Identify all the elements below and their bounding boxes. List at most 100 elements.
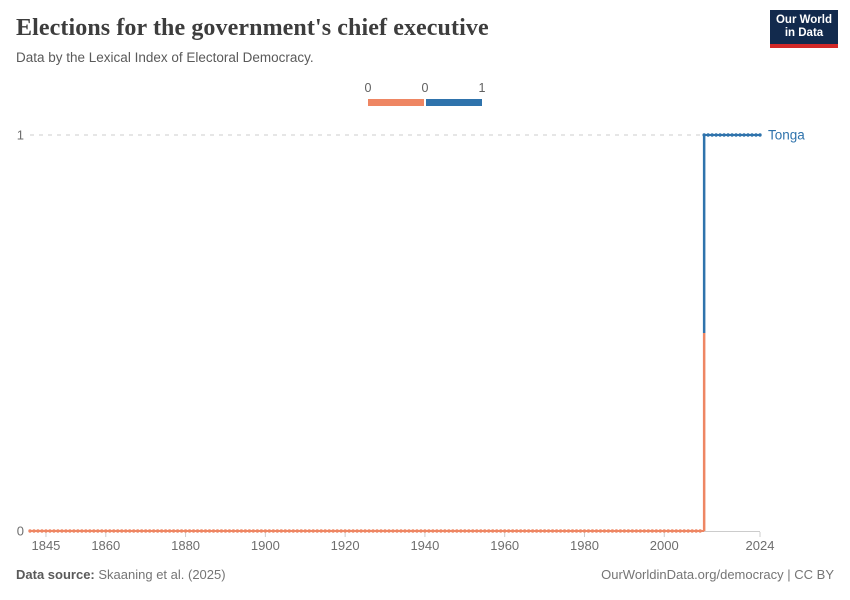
data-point-marker[interactable] (750, 133, 754, 137)
data-point-marker[interactable] (726, 133, 730, 137)
data-point-marker[interactable] (610, 529, 615, 533)
data-point-marker[interactable] (379, 529, 383, 533)
data-point-marker[interactable] (630, 529, 635, 533)
data-point-marker[interactable] (742, 133, 746, 137)
data-point-marker[interactable] (702, 133, 706, 137)
data-point-marker[interactable] (227, 529, 232, 533)
data-point-marker[interactable] (84, 529, 88, 533)
data-point-marker[interactable] (554, 529, 559, 533)
data-point-marker[interactable] (602, 529, 607, 533)
data-point-marker[interactable] (411, 529, 415, 533)
data-point-marker[interactable] (502, 529, 507, 533)
data-point-marker[interactable] (479, 529, 483, 533)
data-point-marker[interactable] (566, 529, 571, 533)
data-point-marker[interactable] (698, 529, 702, 533)
data-point-marker[interactable] (275, 529, 280, 533)
data-point-marker[interactable] (730, 133, 734, 137)
data-point-marker[interactable] (499, 529, 503, 533)
data-point-marker[interactable] (331, 529, 335, 533)
data-point-marker[interactable] (754, 133, 758, 137)
data-point-marker[interactable] (116, 529, 120, 533)
data-point-marker[interactable] (495, 529, 499, 533)
data-point-marker[interactable] (124, 529, 128, 533)
data-point-marker[interactable] (231, 529, 236, 533)
data-point-marker[interactable] (255, 529, 260, 533)
data-point-marker[interactable] (371, 529, 375, 533)
data-point-marker[interactable] (614, 529, 619, 533)
data-point-marker[interactable] (403, 529, 407, 533)
data-point-marker[interactable] (80, 529, 84, 533)
data-point-marker[interactable] (638, 529, 643, 533)
data-point-marker[interactable] (626, 529, 631, 533)
data-point-marker[interactable] (415, 529, 419, 533)
data-point-marker[interactable] (562, 529, 567, 533)
data-point-marker[interactable] (251, 529, 256, 533)
data-point-marker[interactable] (151, 529, 156, 533)
data-point-marker[interactable] (175, 529, 180, 533)
data-point-marker[interactable] (339, 529, 343, 533)
data-point-marker[interactable] (407, 529, 411, 533)
data-point-marker[interactable] (439, 529, 443, 533)
data-point-marker[interactable] (171, 529, 176, 533)
data-point-marker[interactable] (666, 529, 670, 533)
data-point-marker[interactable] (203, 529, 208, 533)
data-point-marker[interactable] (375, 529, 379, 533)
data-point-marker[interactable] (235, 529, 240, 533)
data-point-marker[interactable] (443, 529, 447, 533)
data-point-marker[interactable] (487, 529, 491, 533)
data-point-marker[interactable] (32, 529, 36, 533)
data-point-marker[interactable] (662, 529, 666, 533)
data-point-marker[interactable] (355, 529, 359, 533)
data-point-marker[interactable] (586, 529, 591, 533)
data-point-marker[interactable] (670, 529, 674, 533)
data-point-marker[interactable] (526, 529, 531, 533)
data-point-marker[interactable] (506, 529, 511, 533)
data-point-marker[interactable] (710, 133, 714, 137)
data-point-marker[interactable] (690, 529, 694, 533)
data-point-marker[interactable] (343, 529, 347, 533)
data-point-marker[interactable] (52, 529, 56, 533)
data-point-marker[interactable] (359, 529, 363, 533)
data-point-marker[interactable] (191, 529, 196, 533)
data-point-marker[interactable] (243, 529, 248, 533)
data-point-marker[interactable] (128, 529, 132, 533)
data-point-marker[interactable] (746, 133, 750, 137)
data-point-marker[interactable] (387, 529, 391, 533)
data-point-marker[interactable] (76, 529, 80, 533)
data-point-marker[interactable] (303, 529, 307, 533)
data-point-marker[interactable] (139, 529, 144, 533)
data-point-marker[interactable] (183, 529, 188, 533)
data-point-marker[interactable] (658, 529, 662, 533)
data-point-marker[interactable] (654, 529, 658, 533)
data-point-marker[interactable] (347, 529, 351, 533)
data-point-marker[interactable] (558, 529, 563, 533)
data-point-marker[interactable] (483, 529, 487, 533)
data-point-marker[interactable] (279, 529, 284, 533)
data-point-marker[interactable] (179, 529, 184, 533)
data-point-marker[interactable] (299, 529, 303, 533)
data-point-marker[interactable] (195, 529, 200, 533)
data-point-marker[interactable] (423, 529, 427, 533)
data-point-marker[interactable] (64, 529, 68, 533)
data-point-marker[interactable] (199, 529, 204, 533)
data-point-marker[interactable] (287, 529, 291, 533)
data-point-marker[interactable] (367, 529, 371, 533)
data-point-marker[interactable] (574, 529, 579, 533)
data-point-marker[interactable] (263, 529, 268, 533)
data-point-marker[interactable] (239, 529, 244, 533)
data-point-marker[interactable] (546, 529, 551, 533)
data-point-marker[interactable] (694, 529, 698, 533)
data-point-marker[interactable] (215, 529, 220, 533)
data-point-marker[interactable] (351, 529, 355, 533)
data-point-marker[interactable] (247, 529, 252, 533)
data-point-marker[interactable] (550, 529, 555, 533)
data-point-marker[interactable] (706, 133, 710, 137)
data-point-marker[interactable] (311, 529, 315, 533)
data-point-marker[interactable] (491, 529, 495, 533)
data-point-marker[interactable] (714, 133, 718, 137)
data-point-marker[interactable] (463, 529, 467, 533)
data-point-marker[interactable] (56, 529, 60, 533)
data-point-marker[interactable] (722, 133, 726, 137)
entity-label-tonga[interactable]: Tonga (768, 128, 805, 143)
data-point-marker[interactable] (92, 529, 96, 533)
